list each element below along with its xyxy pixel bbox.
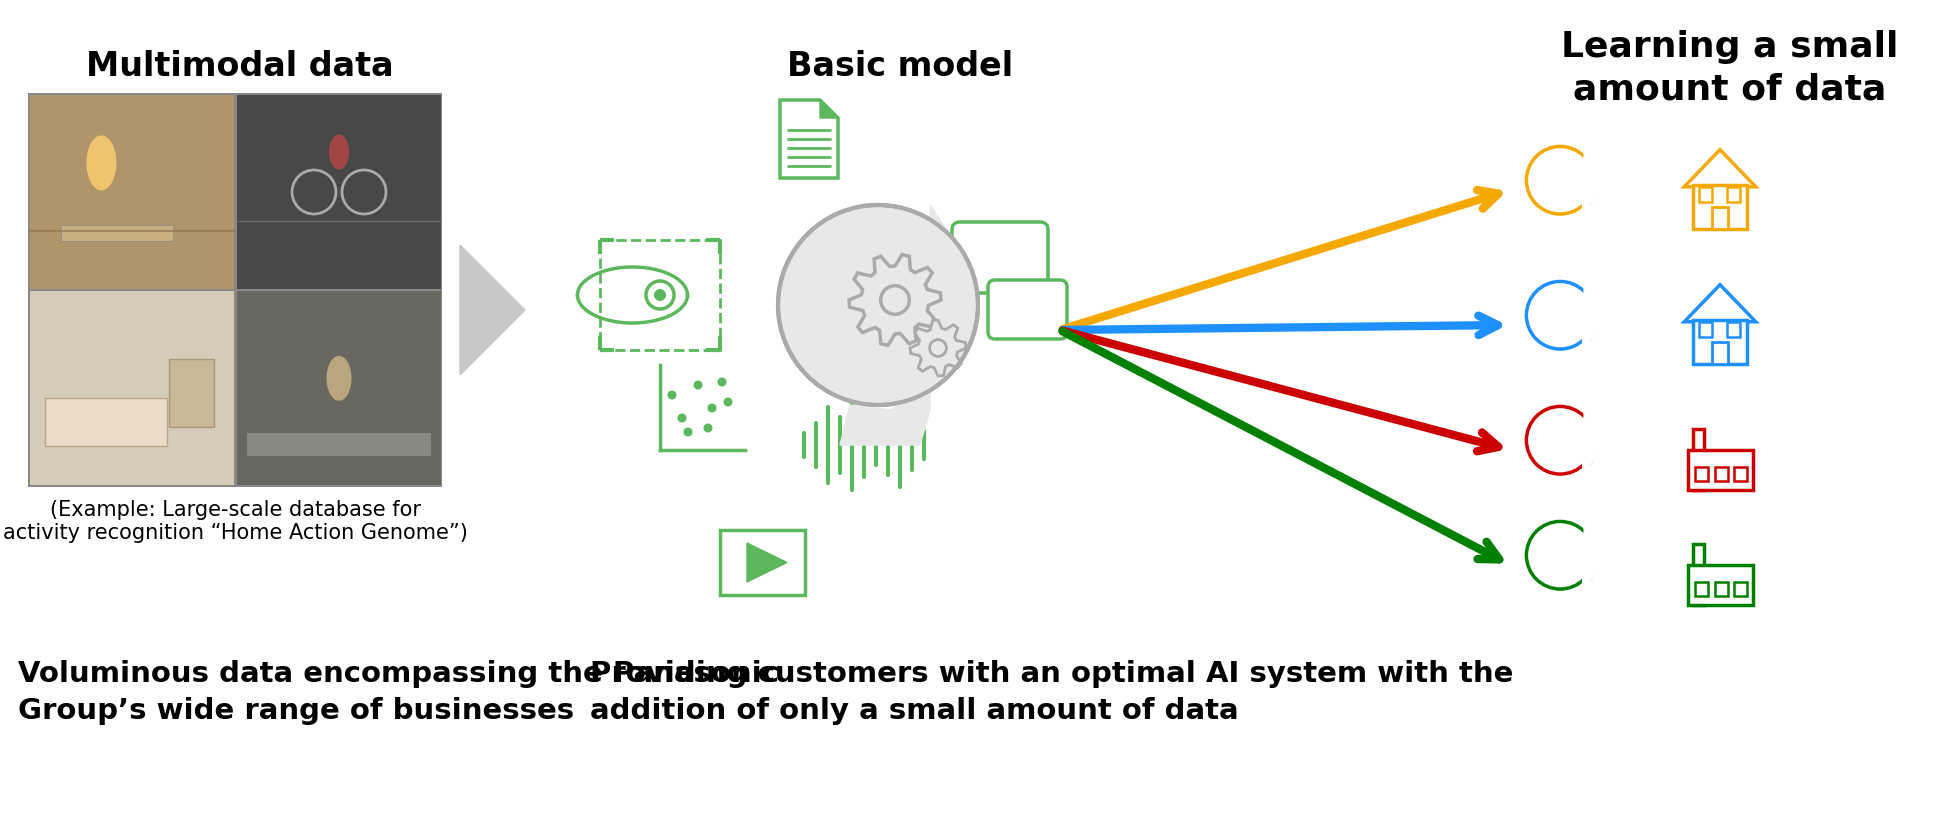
Bar [1733,582,1747,596]
Bar [1698,322,1712,337]
Polygon shape [849,254,941,345]
Polygon shape [1550,410,1599,492]
Circle shape [646,281,673,309]
FancyBboxPatch shape [988,280,1068,339]
Text: Providing customers with an optimal AI system with the
addition of only a small : Providing customers with an optimal AI s… [590,660,1513,725]
Bar [1687,450,1753,490]
Circle shape [707,403,716,412]
Bar [1694,467,1708,481]
Bar [1692,543,1704,605]
Circle shape [1558,433,1569,444]
Bar [29,95,234,289]
Text: (Example: Large-scale database for
activity recognition “Home Action Genome”): (Example: Large-scale database for activ… [2,500,467,543]
Polygon shape [1571,559,1595,582]
Bar [1714,467,1728,481]
Ellipse shape [330,134,349,169]
Bar [236,95,441,289]
Bar [1698,187,1712,202]
FancyBboxPatch shape [953,222,1048,293]
Circle shape [1558,173,1569,184]
Circle shape [654,289,666,301]
Bar [1726,322,1739,337]
Circle shape [1526,521,1595,589]
Polygon shape [1571,319,1595,342]
Bar [1726,187,1739,202]
Polygon shape [910,320,966,376]
Bar [236,291,441,485]
Bar [720,530,804,595]
Circle shape [1579,327,1585,334]
Polygon shape [1544,159,1583,198]
Circle shape [1526,407,1595,474]
Circle shape [1558,547,1569,559]
Polygon shape [820,100,837,118]
Ellipse shape [326,356,351,401]
Circle shape [1526,146,1595,214]
Circle shape [1579,192,1585,199]
Text: Basic model: Basic model [787,50,1013,83]
Circle shape [929,339,947,357]
Polygon shape [839,205,970,445]
Bar [27,93,441,487]
Polygon shape [1550,285,1599,367]
Circle shape [1579,452,1585,458]
Polygon shape [748,543,787,582]
Polygon shape [461,245,525,375]
Bar [1687,565,1753,605]
Circle shape [668,390,677,399]
Ellipse shape [86,136,117,191]
Polygon shape [781,100,837,178]
Polygon shape [1544,534,1583,573]
Bar [1712,342,1728,364]
Polygon shape [1550,524,1599,607]
Circle shape [779,205,978,405]
Polygon shape [1685,150,1755,187]
Polygon shape [1685,285,1755,321]
Polygon shape [1550,150,1599,232]
Polygon shape [1571,184,1595,207]
Bar [1692,185,1747,229]
Bar [45,398,168,446]
Polygon shape [1544,294,1583,333]
Circle shape [703,424,712,433]
Bar [1692,320,1747,364]
Bar [1714,582,1728,596]
Bar [248,433,431,456]
Circle shape [683,428,693,437]
Text: Multimodal data: Multimodal data [86,50,394,83]
Bar [1694,582,1708,596]
Bar [61,225,174,240]
Circle shape [1579,567,1585,573]
Bar [1712,207,1728,229]
Text: Voluminous data encompassing the Panasonic
Group’s wide range of businesses: Voluminous data encompassing the Panason… [18,660,779,725]
Bar [29,291,234,485]
Circle shape [880,285,910,314]
Circle shape [724,398,732,407]
Circle shape [1526,281,1595,349]
Circle shape [693,380,703,389]
Polygon shape [1571,444,1595,467]
Circle shape [677,414,687,423]
Bar [1733,467,1747,481]
Circle shape [718,377,726,386]
Circle shape [1558,308,1569,319]
Text: Learning a small
amount of data: Learning a small amount of data [1562,30,1899,106]
Bar [599,240,720,350]
Polygon shape [1544,419,1583,458]
Bar [168,359,213,427]
Bar [1692,429,1704,490]
